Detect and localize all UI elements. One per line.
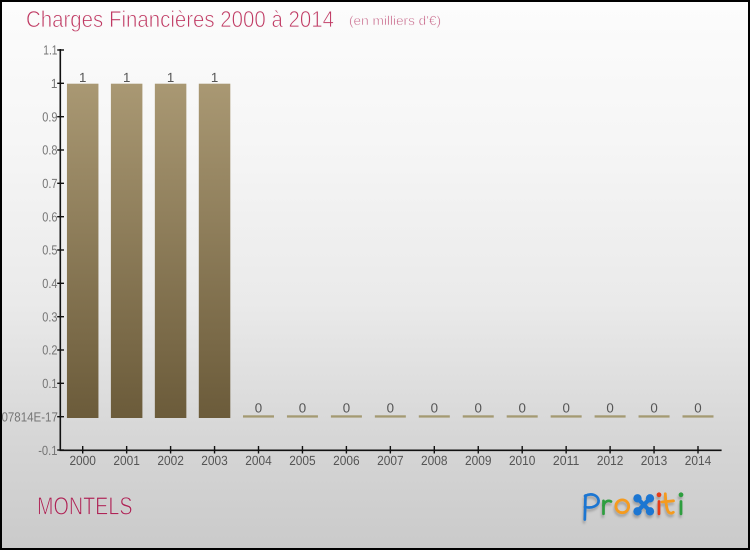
svg-text:0: 0	[518, 400, 525, 415]
svg-text:1: 1	[167, 70, 174, 85]
svg-text:2008: 2008	[421, 453, 448, 468]
svg-text:2005: 2005	[289, 453, 316, 468]
svg-text:0.7: 0.7	[42, 176, 57, 191]
svg-text:2013: 2013	[641, 453, 668, 468]
svg-text:(en milliers d'€): (en milliers d'€)	[349, 13, 441, 28]
svg-text:0.6: 0.6	[42, 209, 57, 224]
svg-text:0: 0	[431, 400, 438, 415]
svg-text:0.5: 0.5	[42, 243, 57, 258]
svg-text:1: 1	[123, 70, 130, 85]
svg-text:2009: 2009	[465, 453, 492, 468]
svg-text:0: 0	[387, 400, 394, 415]
svg-text:2010: 2010	[509, 453, 536, 468]
svg-text:0: 0	[694, 400, 701, 415]
svg-text:Charges Financières 2000 à 201: Charges Financières 2000 à 2014	[26, 6, 334, 32]
svg-text:2006: 2006	[333, 453, 360, 468]
svg-text:2000: 2000	[69, 453, 96, 468]
svg-text:MONTELS: MONTELS	[37, 493, 133, 521]
svg-text:0: 0	[562, 400, 569, 415]
svg-text:1: 1	[79, 70, 86, 85]
svg-text:2007: 2007	[377, 453, 404, 468]
svg-text:0.4: 0.4	[42, 276, 57, 291]
svg-text:1.1: 1.1	[43, 43, 57, 58]
svg-text:0: 0	[475, 400, 482, 415]
svg-text:0: 0	[255, 400, 262, 415]
svg-text:0.9: 0.9	[42, 109, 57, 124]
svg-text:2004: 2004	[245, 453, 272, 468]
svg-text:2012: 2012	[597, 453, 624, 468]
svg-text:1: 1	[51, 76, 58, 91]
svg-text:0.2: 0.2	[42, 343, 57, 358]
svg-text:2001: 2001	[113, 453, 140, 468]
svg-text:2003: 2003	[201, 453, 228, 468]
svg-text:0: 0	[343, 400, 350, 415]
svg-text:0.3: 0.3	[42, 309, 57, 324]
svg-text:0: 0	[606, 400, 613, 415]
svg-text:0.1: 0.1	[42, 376, 57, 391]
svg-text:5.307814E-17: 5.307814E-17	[0, 409, 58, 424]
svg-text:2011: 2011	[553, 453, 580, 468]
svg-text:2014: 2014	[685, 453, 712, 468]
svg-text:2002: 2002	[157, 453, 184, 468]
svg-text:0.8: 0.8	[42, 143, 57, 158]
svg-text:0: 0	[650, 400, 657, 415]
svg-text:1: 1	[211, 70, 218, 85]
svg-text:-0.1: -0.1	[38, 443, 57, 458]
svg-text:0: 0	[299, 400, 306, 415]
